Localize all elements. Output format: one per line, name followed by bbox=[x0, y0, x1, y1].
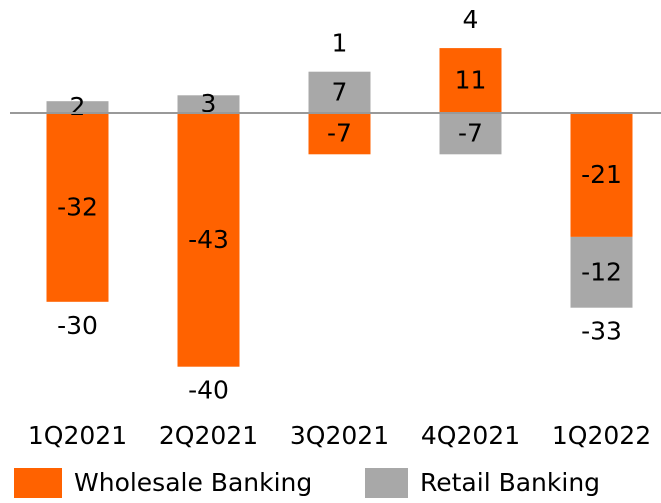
x-tick-label: 3Q2021 bbox=[290, 421, 389, 450]
bar-segment bbox=[46, 101, 109, 113]
total-label: -33 bbox=[581, 317, 622, 346]
legend-swatch bbox=[14, 468, 62, 498]
value-label: -7 bbox=[458, 119, 483, 148]
bar-segment bbox=[177, 113, 240, 367]
legend-label: Wholesale Banking bbox=[74, 468, 312, 497]
x-tick-label: 1Q2021 bbox=[28, 421, 127, 450]
value-label: -12 bbox=[581, 257, 622, 286]
x-tick-label: 1Q2022 bbox=[552, 421, 651, 450]
total-label: 1 bbox=[332, 29, 348, 58]
bar-segment bbox=[46, 113, 109, 302]
bar-segment bbox=[308, 71, 371, 113]
x-tick-label: 4Q2021 bbox=[421, 421, 520, 450]
legend-label: Retail Banking bbox=[420, 468, 600, 497]
bar-segment bbox=[177, 95, 240, 113]
value-label: 2 bbox=[70, 92, 86, 121]
bar-segment bbox=[570, 236, 633, 308]
total-label: -40 bbox=[188, 376, 229, 405]
bar-segment bbox=[308, 113, 371, 155]
bar-segment bbox=[570, 113, 633, 237]
bar-segment bbox=[439, 113, 502, 155]
value-label: -43 bbox=[188, 225, 229, 254]
x-tick-label: 2Q2021 bbox=[159, 421, 258, 450]
value-label: 11 bbox=[455, 66, 487, 95]
bar-segment bbox=[439, 48, 502, 113]
total-label: 4 bbox=[463, 5, 479, 34]
value-label: -32 bbox=[57, 192, 98, 221]
value-label: 7 bbox=[332, 77, 348, 106]
total-label: -30 bbox=[57, 311, 98, 340]
legend-swatch bbox=[365, 468, 408, 498]
value-label: -7 bbox=[327, 119, 352, 148]
value-label: -21 bbox=[581, 160, 622, 189]
value-label: 3 bbox=[201, 89, 217, 118]
